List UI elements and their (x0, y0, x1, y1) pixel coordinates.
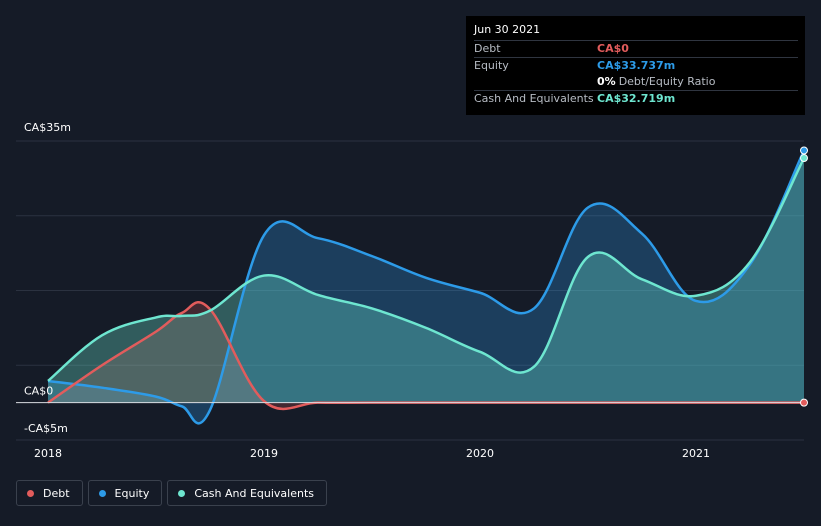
series-areas (48, 150, 804, 424)
tooltip-ratio-value: 0% (597, 74, 616, 88)
legend-item-equity[interactable]: Equity (87, 480, 163, 506)
end-marker-debt (800, 398, 808, 407)
tooltip-row-debt: Debt CA$0 (474, 40, 798, 57)
grid-lines (16, 140, 804, 441)
axis-labels: CA$35m CA$0 -CA$5m 2018 2019 2020 2021 (24, 121, 710, 460)
x-tick-label-2021: 2021 (682, 447, 710, 460)
tooltip-row-cash: Cash And Equivalents CA$32.719m (474, 89, 798, 107)
debt-dot-icon (27, 489, 34, 497)
tooltip-ratio-label: Debt/Equity Ratio (618, 74, 716, 88)
tooltip-debt-value: CA$0 (597, 42, 629, 56)
x-tick-label-2020: 2020 (466, 447, 494, 460)
tooltip-debt-label: Debt (474, 42, 501, 56)
end-marker-equity (800, 146, 808, 155)
tooltip-row-ratio: 0% Debt/Equity Ratio (474, 73, 798, 90)
end-marker-cash (800, 154, 808, 163)
tooltip-panel: Jun 30 2021 Debt CA$0 Equity CA$33.737m … (466, 16, 805, 115)
legend-item-debt[interactable]: Debt (16, 480, 83, 506)
tooltip-equity-label: Equity (474, 58, 509, 72)
y-axis-label-0: CA$35m (24, 121, 71, 134)
legend-item-cash[interactable]: Cash And Equivalents (167, 480, 327, 506)
cash-dot-icon (178, 489, 186, 497)
legend-label-cash: Cash And Equivalents (194, 486, 314, 500)
area-cash (48, 158, 804, 403)
line-cash (47, 157, 806, 382)
y-axis-label-1: CA$0 (24, 385, 53, 398)
tooltip-equity-value: CA$33.737m (597, 58, 676, 72)
equity-dot-icon (98, 489, 106, 497)
legend-label-debt: Debt (43, 486, 70, 500)
area-equity (48, 150, 804, 424)
tooltip-date: Jun 30 2021 (474, 23, 541, 36)
line-equity (47, 149, 806, 425)
legend-label-equity: Equity (114, 486, 150, 500)
tooltip-row-equity: Equity CA$33.737m (474, 56, 798, 74)
area-debt (48, 302, 804, 409)
y-axis-label-2: -CA$5m (24, 422, 68, 435)
series-end-markers (800, 146, 808, 407)
x-tick-label-2019: 2019 (250, 447, 278, 460)
tooltip-cash-value: CA$32.719m (597, 91, 676, 105)
legend: Debt Equity Cash And Equivalents (16, 480, 327, 506)
tooltip-cash-label: Cash And Equivalents (474, 91, 594, 105)
x-tick-label-2018: 2018 (34, 447, 62, 460)
